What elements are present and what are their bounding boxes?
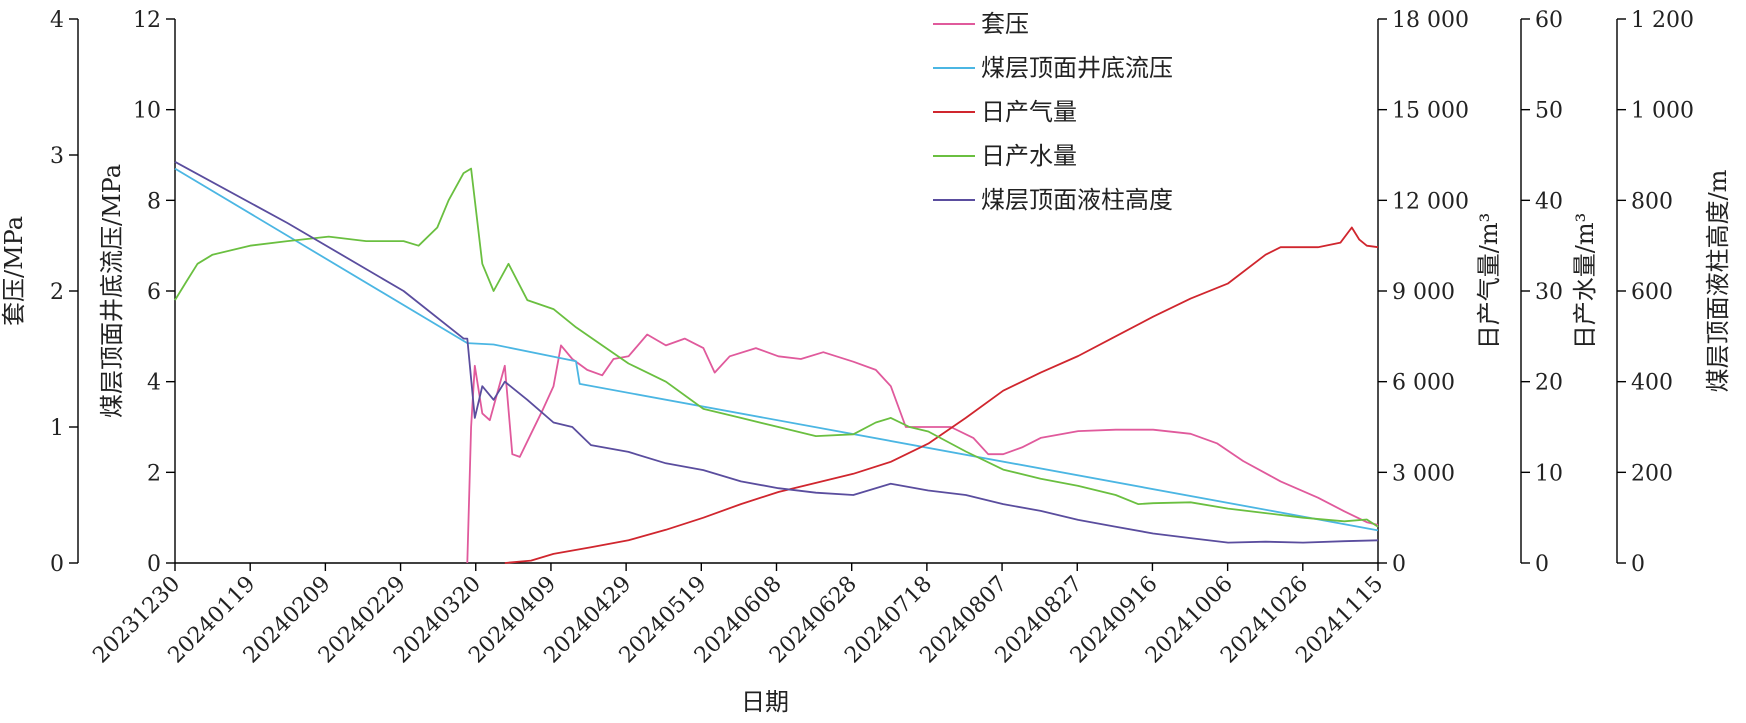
y-tick-label-gas: 9 000 <box>1392 280 1455 305</box>
y-axis-title-height: 煤层顶面液柱高度/m <box>1704 169 1732 392</box>
y-tick-label-casing: 2 <box>50 280 64 305</box>
series-line-height <box>174 161 1379 544</box>
y-tick-label-bhp: 8 <box>147 189 161 214</box>
y-tick-label-height: 800 <box>1631 189 1673 214</box>
y-axis-title-water: 日产水量/m³ <box>1571 213 1599 349</box>
legend-label-casing: 套压 <box>981 10 1029 38</box>
y-tick-label-bhp: 12 <box>133 8 161 33</box>
y-tick-label-gas: 0 <box>1392 552 1406 577</box>
y-tick-label-water: 20 <box>1535 371 1563 396</box>
y-tick-label-height: 400 <box>1631 371 1673 396</box>
y-axis-title-gas: 日产气量/m³ <box>1475 213 1503 349</box>
y-tick-label-water: 30 <box>1535 280 1563 305</box>
y-tick-label-bhp: 10 <box>133 99 161 124</box>
y-tick-label-gas: 18 000 <box>1392 8 1469 33</box>
y-tick-label-gas: 12 000 <box>1392 189 1469 214</box>
series-line-casing <box>466 333 1379 564</box>
y-tick-label-bhp: 2 <box>147 461 161 486</box>
y-tick-label-water: 0 <box>1535 552 1549 577</box>
y-tick-label-water: 50 <box>1535 99 1563 124</box>
legend-label-water: 日产水量 <box>981 142 1077 170</box>
y-tick-label-casing: 3 <box>50 144 64 169</box>
y-tick-label-water: 60 <box>1535 8 1563 33</box>
y-tick-label-height: 600 <box>1631 280 1673 305</box>
series-line-water <box>174 167 1379 528</box>
y-tick-label-bhp: 0 <box>147 552 161 577</box>
y-tick-label-water: 10 <box>1535 461 1563 486</box>
y-tick-label-water: 40 <box>1535 189 1563 214</box>
axes-layer: 2023123020240119202402092024022920240320… <box>0 8 1732 668</box>
legend-label-height: 煤层顶面液柱高度 <box>981 186 1173 214</box>
y-tick-label-gas: 6 000 <box>1392 371 1455 396</box>
legend-label-bhp: 煤层顶面井底流压 <box>981 54 1173 82</box>
legend-label-gas: 日产气量 <box>981 98 1077 126</box>
y-tick-label-casing: 0 <box>50 552 64 577</box>
series-layer <box>174 161 1379 564</box>
y-tick-label-height: 1 000 <box>1631 99 1694 124</box>
y-tick-label-height: 0 <box>1631 552 1645 577</box>
y-tick-label-gas: 15 000 <box>1392 99 1469 124</box>
y-tick-label-height: 1 200 <box>1631 8 1694 33</box>
series-line-gas <box>504 226 1379 564</box>
series-line-bhp <box>174 167 1379 532</box>
y-axis-title-casing: 套压/MPa <box>0 216 28 326</box>
y-tick-label-gas: 3 000 <box>1392 461 1455 486</box>
y-tick-label-casing: 1 <box>50 416 64 441</box>
y-tick-label-casing: 4 <box>50 8 64 33</box>
x-axis-title: 日期 <box>741 688 789 716</box>
y-tick-label-bhp: 4 <box>147 371 161 396</box>
y-axis-title-bhp: 煤层顶面井底流压/MPa <box>98 164 126 418</box>
y-tick-label-height: 200 <box>1631 461 1673 486</box>
y-tick-label-bhp: 6 <box>147 280 161 305</box>
